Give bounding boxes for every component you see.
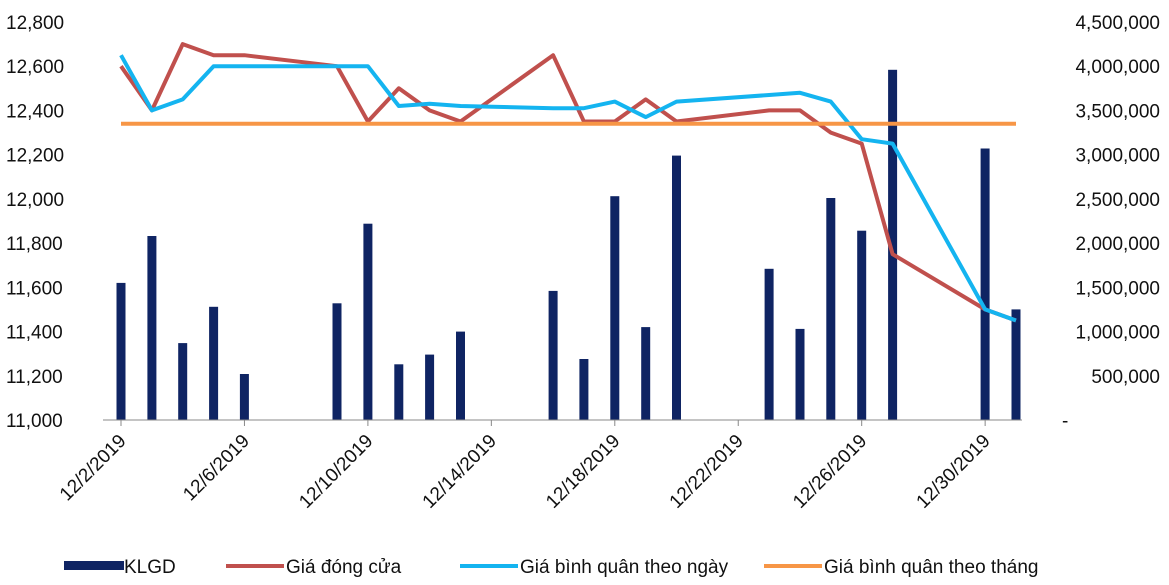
left-tick-label: 11,200	[6, 367, 63, 388]
legend-label: Giá đóng cửa	[286, 557, 402, 578]
gia-binh-quan-theo-ngay-line	[119, 54, 1017, 323]
price-lines	[119, 42, 1017, 323]
right-tick-label: 2,500,000	[1075, 190, 1160, 211]
x-axis-tick-labels: 12/2/2019 12/6/2019 12/10/2019 12/14/2019 12…	[56, 431, 995, 513]
x-tick-label: 12/22/2019	[666, 431, 748, 513]
left-tick-label: 12,000	[6, 190, 64, 211]
left-tick-label: 12,400	[6, 101, 64, 122]
right-tick-label: 3,500,000	[1075, 101, 1160, 122]
legend-label: Giá bình quân theo ngày	[520, 557, 729, 578]
klgd-bar	[857, 230, 867, 420]
klgd-bar	[1011, 309, 1021, 420]
klgd-bar	[116, 282, 126, 420]
x-tick-label: 12/10/2019	[295, 431, 377, 513]
right-tick-label: 1,000,000	[1075, 323, 1160, 344]
left-tick-label: 12,800	[6, 13, 64, 34]
klgd-bar	[888, 69, 898, 421]
left-tick-label: 12,200	[6, 146, 64, 167]
left-tick-label: 12,600	[6, 57, 64, 78]
left-axis-tick-labels: 11,000 11,200 11,400 11,600 11,800 12,000 12,2…	[6, 13, 64, 432]
klgd-bar	[672, 155, 681, 420]
right-tick-label: 4,000,000	[1075, 57, 1160, 78]
legend-label: Giá bình quân theo tháng	[824, 557, 1038, 578]
klgd-bar	[548, 290, 558, 420]
right-tick-label: 4,500,000	[1075, 13, 1160, 34]
legend: KLGD Giá đóng cửa Giá bình quân theo ngày G…	[64, 557, 1038, 578]
right-tick-label: 1,500,000	[1075, 278, 1160, 299]
klgd-bar	[610, 196, 620, 420]
left-tick-label: 11,400	[6, 323, 63, 344]
klgd-bar	[394, 364, 404, 420]
x-tick-label: 12/18/2019	[542, 431, 624, 513]
klgd-bar	[363, 223, 373, 420]
klgd-bars	[116, 69, 1021, 421]
klgd-bar	[764, 268, 774, 420]
right-tick-label: 2,000,000	[1075, 234, 1160, 255]
x-tick-label: 12/14/2019	[419, 431, 501, 513]
x-tick-label: 12/26/2019	[789, 431, 871, 513]
legend-swatch	[64, 561, 124, 570]
left-tick-label: 11,000	[6, 411, 63, 432]
left-tick-label: 11,600	[6, 278, 63, 299]
x-tick-label: 12/6/2019	[179, 431, 254, 506]
klgd-bar	[980, 148, 990, 420]
klgd-bar	[641, 327, 651, 420]
x-tick-label: 12/30/2019	[913, 431, 995, 513]
axes	[103, 419, 1022, 426]
klgd-bar	[795, 328, 805, 420]
right-axis-tick-labels: - 500,000 1,000,000 1,500,000 2,000,000 2,500…	[1062, 13, 1160, 432]
klgd-bar	[425, 354, 435, 420]
right-tick-label: -	[1062, 411, 1068, 432]
klgd-bar	[826, 198, 836, 420]
klgd-bar	[579, 359, 589, 420]
klgd-bar	[456, 331, 465, 420]
right-tick-label: 3,000,000	[1075, 146, 1160, 167]
klgd-bar	[239, 374, 249, 420]
x-tick-label: 12/2/2019	[56, 431, 131, 506]
left-tick-label: 11,800	[6, 234, 63, 255]
right-tick-label: 500,000	[1091, 367, 1160, 388]
klgd-bar	[147, 236, 157, 420]
legend-label: KLGD	[124, 557, 176, 578]
klgd-bar	[178, 343, 188, 420]
klgd-bar	[332, 303, 342, 420]
klgd-bar	[209, 306, 219, 420]
gia-dong-cua-line	[119, 42, 1017, 323]
